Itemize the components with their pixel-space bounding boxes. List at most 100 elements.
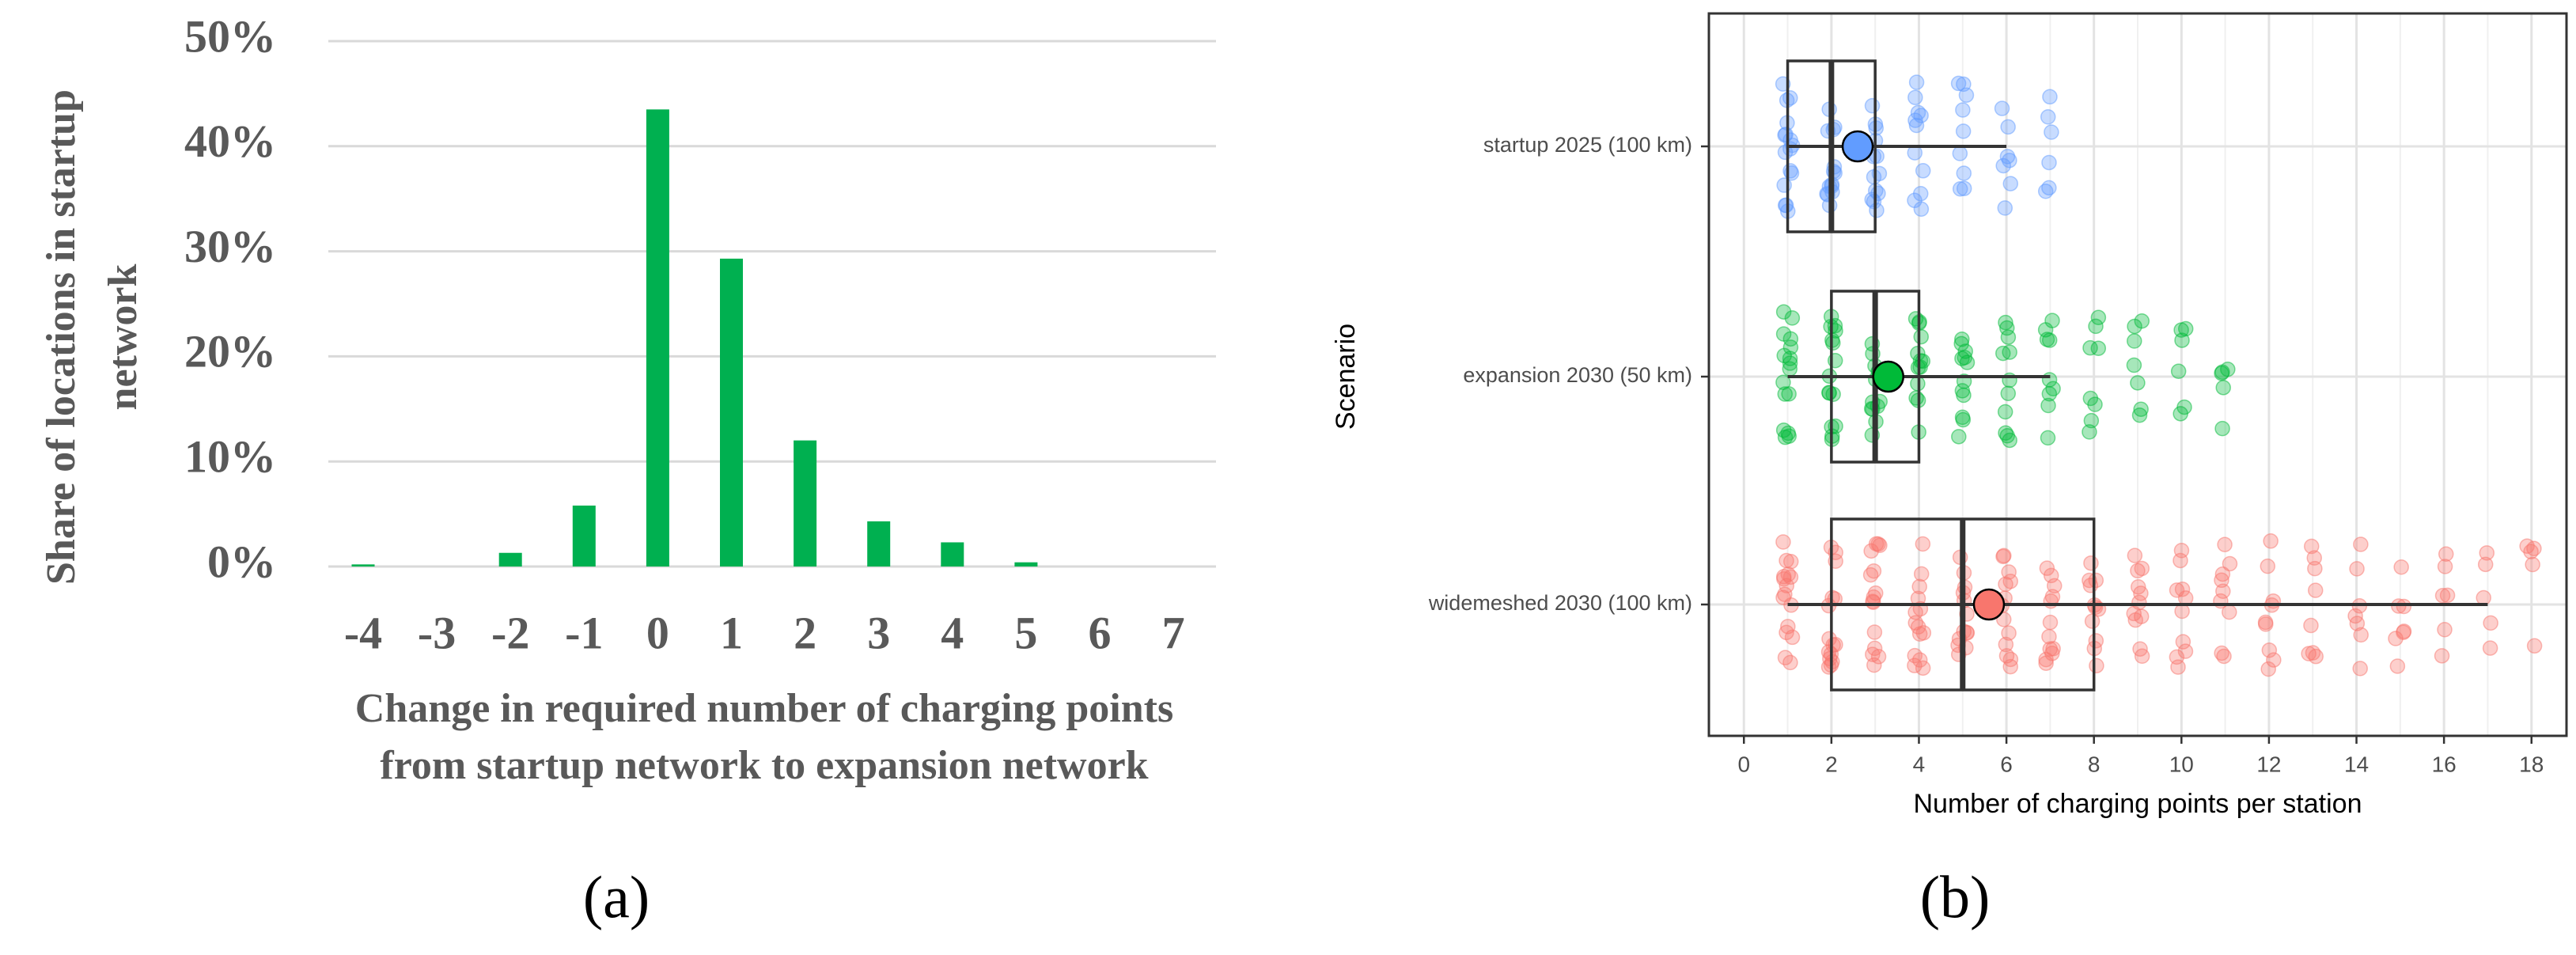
data-point [2170, 659, 2186, 675]
data-point [2434, 587, 2451, 604]
data-point [1955, 102, 1971, 118]
data-point [2000, 385, 2017, 402]
data-point [2217, 536, 2233, 553]
panel-caption: (b) [1920, 864, 1991, 930]
data-point [1955, 123, 1972, 139]
x-tick-label: 8 [2088, 752, 2101, 776]
data-point [2479, 545, 2495, 561]
data-point [2042, 89, 2058, 105]
data-point [1820, 659, 1837, 675]
data-point [2391, 598, 2407, 614]
data-point [2043, 593, 2059, 609]
data-point [1907, 658, 1923, 673]
data-point [1908, 74, 1925, 90]
data-point [2041, 628, 2057, 645]
data-point [2437, 622, 2453, 638]
y-tick-label: 40% [184, 116, 276, 167]
data-point [1999, 149, 2016, 165]
data-point [2041, 154, 2057, 171]
data-point [1780, 567, 1797, 582]
data-point [1907, 112, 1923, 128]
data-point [2131, 407, 2148, 423]
data-point [1996, 548, 2012, 564]
data-point [1908, 117, 1925, 134]
data-point [1951, 429, 1967, 445]
data-point [2040, 397, 2056, 414]
data-point [2038, 655, 2054, 671]
y-tick-label: expansion 2030 (50 km) [1463, 363, 1692, 387]
data-point [1907, 311, 1924, 327]
data-point [2088, 318, 2104, 335]
bar [720, 258, 743, 567]
data-point [2303, 617, 2319, 634]
data-point [1870, 649, 1887, 665]
data-point [2130, 375, 2146, 391]
data-point [2220, 362, 2236, 377]
data-point [1956, 387, 1972, 404]
data-point [1911, 652, 1928, 668]
data-point [1999, 428, 2015, 444]
data-point [2214, 566, 2231, 582]
data-point [2089, 658, 2104, 674]
panel-caption: (a) [583, 864, 650, 930]
data-point [1864, 97, 1881, 114]
x-tick-label: 10 [2169, 752, 2194, 776]
bar [941, 542, 964, 567]
data-point [2214, 645, 2229, 661]
data-point [2043, 567, 2059, 584]
data-point [2174, 603, 2190, 620]
data-point [2349, 561, 2365, 577]
data-point [2041, 385, 2058, 402]
data-point [1862, 567, 1879, 583]
data-point [2127, 318, 2142, 335]
data-point [2041, 332, 2058, 348]
data-point [2088, 633, 2104, 649]
data-point [2040, 108, 2056, 125]
data-point [2170, 363, 2187, 379]
data-point [1825, 637, 1841, 654]
data-point [2083, 412, 2100, 429]
x-tick-label: 6 [2000, 752, 2013, 776]
data-point [1782, 163, 1798, 179]
data-point [1777, 197, 1794, 214]
data-point [2002, 651, 2019, 668]
x-tick-label: 12 [2256, 752, 2281, 776]
data-point [1957, 343, 1973, 359]
data-point [1775, 374, 1791, 390]
data-point [2126, 357, 2142, 373]
x-tick-label: 6 [1089, 607, 1112, 658]
data-point [2174, 581, 2191, 597]
data-point [1915, 163, 1931, 179]
data-point [2173, 552, 2188, 569]
data-point [1868, 585, 1884, 601]
data-point [1775, 422, 1792, 438]
data-point [2307, 560, 2323, 577]
data-point [1913, 328, 1929, 345]
data-point [1866, 640, 1883, 657]
data-point [2001, 625, 2017, 641]
data-point [2084, 613, 2101, 629]
data-point [2260, 661, 2276, 677]
x-tick-label: 0 [1737, 752, 1750, 776]
data-point [1911, 578, 1927, 595]
bar [867, 521, 891, 567]
data-point [2263, 533, 2279, 549]
data-point [2266, 652, 2282, 668]
data-point [1775, 534, 1791, 550]
x-tick-label: -2 [491, 607, 529, 658]
data-point [1999, 320, 2015, 336]
data-point [2439, 587, 2456, 604]
data-point [2260, 558, 2276, 574]
data-point [1998, 576, 2013, 593]
bar [1014, 562, 1038, 567]
data-point [1782, 361, 1798, 377]
data-point [1952, 181, 1968, 197]
data-point [2040, 430, 2056, 446]
x-tick-label: -1 [565, 607, 603, 658]
data-point [2042, 614, 2059, 631]
data-point [1997, 404, 2013, 420]
data-point [2388, 631, 2404, 646]
data-point [2083, 555, 2099, 571]
data-point [2477, 556, 2494, 573]
